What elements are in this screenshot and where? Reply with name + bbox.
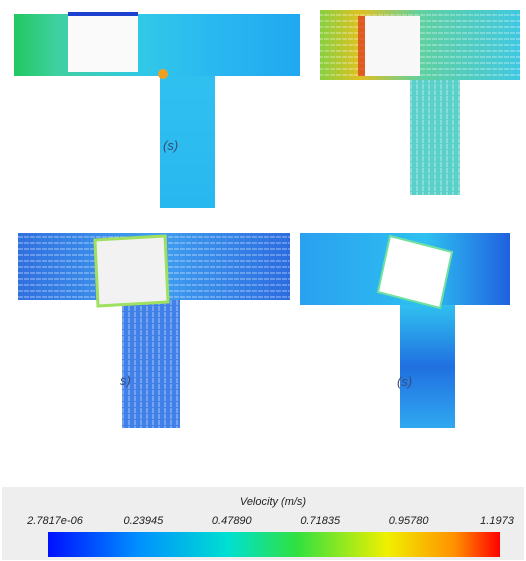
page: {"panels": [{"label": "(s)"}, {"label": … [0, 0, 526, 561]
colorbar-tick-label: 0.95780 [389, 515, 430, 527]
colorbar-tick-label: 0.71835 [300, 515, 341, 527]
colorbar-tick-label: 0.47890 [212, 515, 253, 527]
colorbar-tick-label: 1.1973 [480, 515, 515, 527]
panel-4: (s) [300, 233, 510, 428]
panel-label: s) [120, 373, 131, 388]
panel-3: s) [18, 233, 290, 428]
figure: (s) s) (s) Velocity (m/s) 2.7817e-06 0.23… [0, 0, 526, 561]
panel-2 [320, 10, 520, 195]
colorbar: Velocity (m/s) 2.7817e-06 0.23945 0.47890 0… [2, 487, 524, 560]
panel-1: (s) [14, 12, 300, 208]
colorbar-title: Velocity (m/s) [240, 496, 307, 508]
panel-label: (s) [163, 138, 178, 153]
colorbar-tick-label: 0.23945 [124, 515, 165, 527]
panel-label: (s) [397, 374, 412, 389]
colorbar-tick-label: 2.7817e-06 [26, 515, 84, 527]
